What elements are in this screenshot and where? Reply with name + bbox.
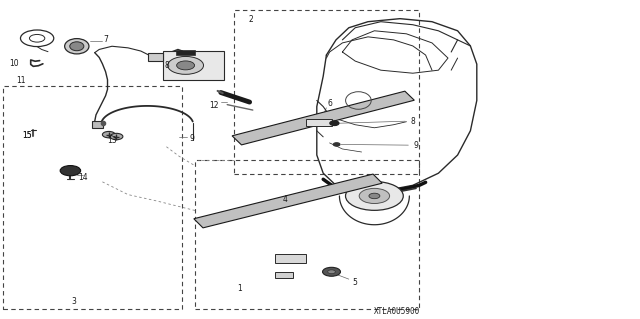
Text: 10: 10 <box>9 59 19 68</box>
Text: 5: 5 <box>353 278 358 287</box>
Polygon shape <box>232 91 414 145</box>
Bar <box>306 119 332 126</box>
Text: 15: 15 <box>22 131 32 140</box>
Text: 9: 9 <box>413 141 419 150</box>
Circle shape <box>177 61 195 70</box>
Ellipse shape <box>70 42 84 51</box>
Bar <box>275 254 306 263</box>
Circle shape <box>110 133 123 140</box>
Circle shape <box>346 182 403 210</box>
Bar <box>234 10 419 174</box>
Circle shape <box>328 270 335 274</box>
Text: 6: 6 <box>327 99 332 108</box>
Text: 12: 12 <box>210 101 219 110</box>
Circle shape <box>102 131 115 138</box>
Bar <box>92 121 103 128</box>
Text: 11: 11 <box>16 76 25 85</box>
Circle shape <box>60 166 81 176</box>
Text: 1: 1 <box>237 284 243 293</box>
Text: 4: 4 <box>282 195 287 204</box>
Bar <box>163 51 224 80</box>
Text: 14: 14 <box>78 173 88 182</box>
Circle shape <box>359 188 390 204</box>
Circle shape <box>323 267 340 276</box>
Ellipse shape <box>65 39 89 54</box>
Polygon shape <box>194 174 382 228</box>
Bar <box>148 53 163 61</box>
Circle shape <box>330 121 339 125</box>
Circle shape <box>333 143 340 146</box>
Bar <box>3 86 182 309</box>
Text: 13: 13 <box>107 136 117 145</box>
Text: 15: 15 <box>22 131 32 140</box>
Text: 3: 3 <box>71 297 76 306</box>
Text: XTLA0U5900: XTLA0U5900 <box>374 307 420 315</box>
Text: 7: 7 <box>103 35 108 44</box>
Circle shape <box>168 56 204 74</box>
Bar <box>275 272 293 278</box>
Text: 8: 8 <box>410 117 415 126</box>
Bar <box>195 160 419 309</box>
Text: 8: 8 <box>164 61 169 70</box>
Circle shape <box>369 193 380 199</box>
Text: 9: 9 <box>189 134 195 143</box>
Text: 2: 2 <box>248 15 253 24</box>
Bar <box>176 50 195 55</box>
